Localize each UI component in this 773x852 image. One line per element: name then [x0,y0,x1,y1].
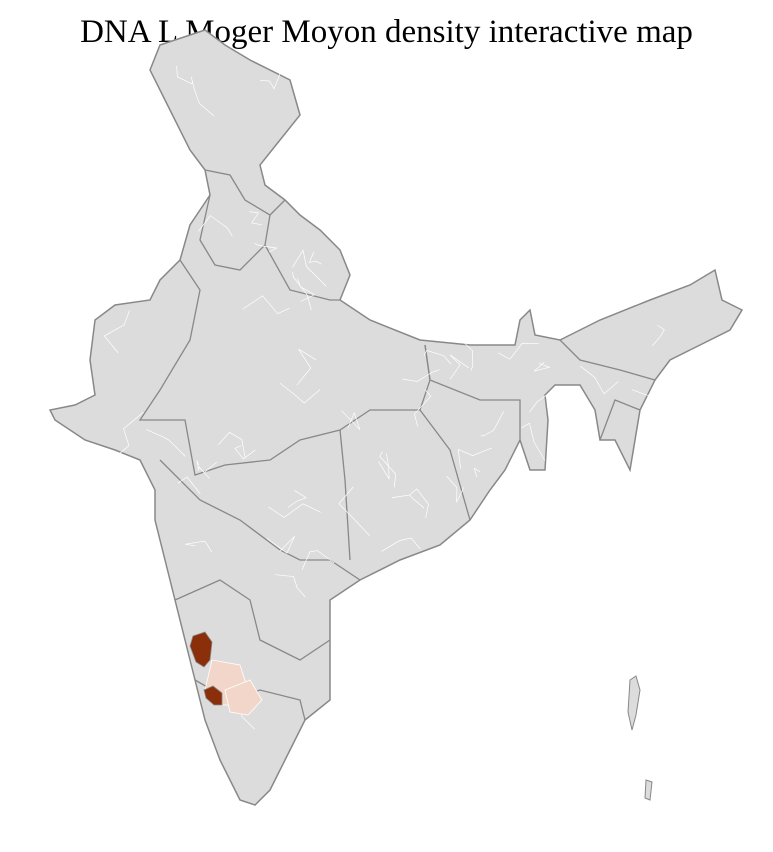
district-border [234,445,256,460]
district-border [454,333,474,371]
district-border [301,550,335,570]
district-border [521,422,546,461]
district-border [287,489,308,508]
district-border [275,574,306,598]
district-borders [103,65,665,730]
district-border [378,453,390,480]
district-border [414,389,432,427]
district-border [198,215,233,237]
district-border [409,488,429,518]
region-high-density[interactable] [203,685,223,706]
district-border [199,461,218,479]
district-border [446,475,465,503]
district-border [338,486,370,536]
district-border [297,278,316,302]
district-border [146,429,186,457]
district-border [292,272,312,311]
district-border [631,389,653,404]
andaman-islands [627,675,653,801]
district-border [381,537,421,552]
district-border [379,451,397,488]
region-high-density[interactable] [189,631,213,668]
district-border [242,295,290,315]
district-border [109,411,144,462]
district-border [449,354,469,380]
district-border [498,343,539,360]
district-border [480,411,504,437]
district-border [652,325,665,346]
district-border [533,361,551,372]
district-border [423,350,452,365]
district-border [402,369,440,382]
district-border [308,251,322,265]
district-border [268,503,321,518]
district-border [218,431,246,458]
district-border [266,536,295,554]
district-border [457,447,492,469]
district-border [529,390,553,413]
district-border [177,476,201,495]
district-border [341,410,361,430]
region-low-density[interactable] [224,679,263,716]
district-border [103,310,130,354]
country-outline[interactable] [48,29,744,806]
district-border [292,249,327,287]
district-border [260,70,282,90]
district-border [185,540,213,553]
district-border [391,494,425,509]
district-border [190,76,215,117]
district-border [196,460,200,471]
district-border [580,365,619,395]
district-border [249,211,262,226]
district-border [254,242,278,253]
district-border [296,348,317,386]
district-border [279,382,321,404]
district-border [473,467,481,478]
